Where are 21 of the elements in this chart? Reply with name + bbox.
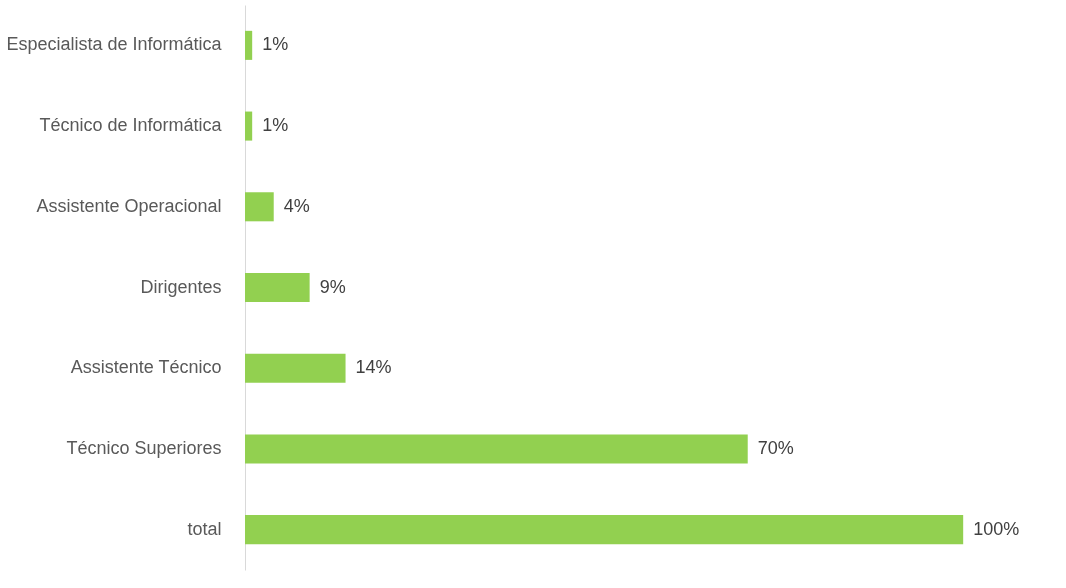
y-tick-label: Técnico de Informática	[39, 115, 223, 136]
data-label: 9%	[319, 276, 346, 297]
bar	[245, 30, 253, 60]
y-tick-label: total	[187, 518, 222, 539]
y-tick-label: Assistente Operacional	[36, 195, 222, 216]
y-tick-label: Dirigentes	[140, 276, 222, 297]
bar	[245, 111, 253, 141]
bar	[245, 434, 748, 464]
bar	[245, 272, 310, 303]
y-tick-label: Assistente Técnico	[70, 357, 222, 378]
y-tick-label: Especialista de Informática	[6, 34, 223, 55]
data-label: 1%	[262, 115, 289, 136]
bar	[245, 192, 274, 222]
data-label: 100%	[973, 518, 1020, 539]
y-tick-label: Técnico Superiores	[66, 437, 222, 458]
data-label: 70%	[757, 437, 794, 458]
data-label: 1%	[262, 34, 289, 55]
data-label: 14%	[355, 357, 392, 378]
bar	[245, 353, 346, 383]
data-label: 4%	[283, 195, 310, 216]
bar	[245, 515, 964, 545]
